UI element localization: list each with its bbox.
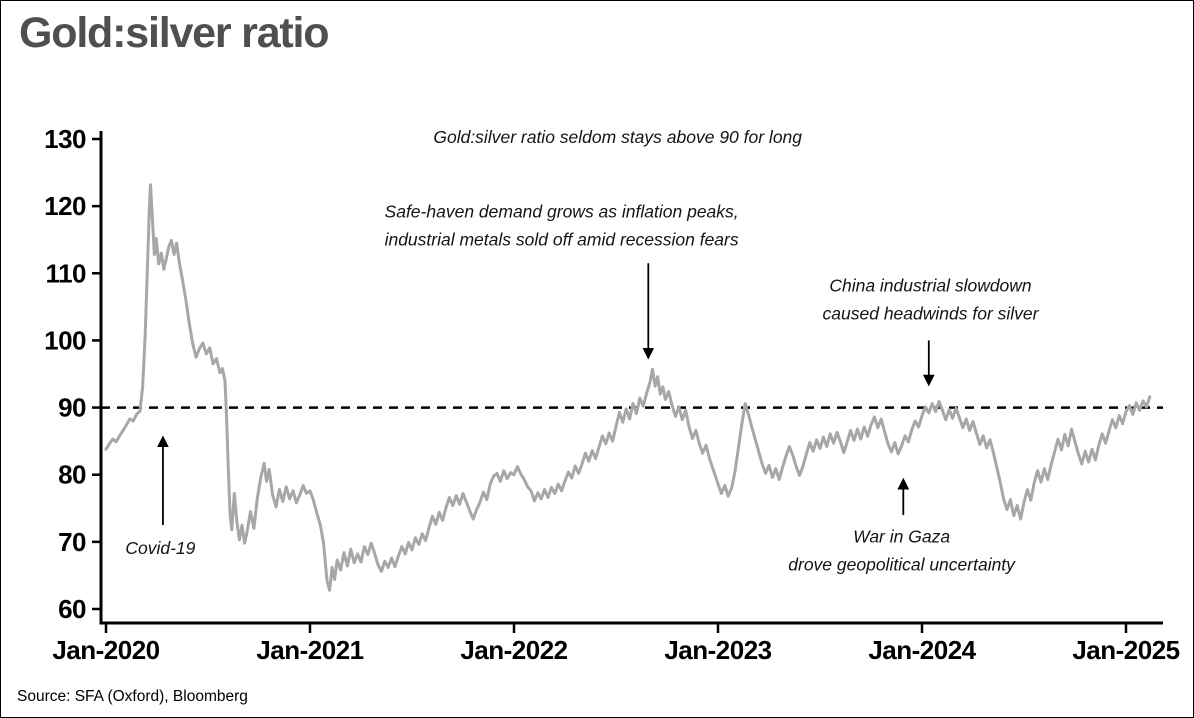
x-axis-tick-label: Jan-2021 — [256, 635, 363, 665]
y-axis-tick-label: 100 — [44, 325, 86, 355]
chart-title: Gold:silver ratio — [19, 9, 330, 57]
y-axis-tick-label: 90 — [58, 393, 86, 423]
x-axis-tick-label: Jan-2024 — [868, 635, 976, 665]
annotation-text-line: Gold:silver ratio seldom stays above 90 … — [433, 126, 803, 147]
x-axis-tick-label: Jan-2025 — [1072, 635, 1179, 665]
y-axis-tick-label: 120 — [44, 191, 86, 221]
y-axis-tick-label: 130 — [44, 124, 86, 154]
annotation-text-line: drove geopolitical uncertainty — [788, 554, 1015, 575]
y-axis-tick-label: 110 — [46, 258, 86, 288]
x-axis-tick-label: Jan-2022 — [460, 635, 567, 665]
x-axis-tick-label: Jan-2023 — [664, 635, 771, 665]
annotation-text-line: Safe-haven demand grows as inflation pea… — [384, 201, 739, 222]
y-axis-tick-label: 70 — [58, 527, 86, 557]
annotation-text-line: War in Gaza — [853, 526, 951, 547]
y-axis-tick-label: 80 — [58, 460, 86, 490]
annotation-china-slowdown: China industrial slowdown caused headwin… — [823, 273, 1039, 328]
annotation-covid19: Covid-19 — [125, 535, 195, 563]
x-axis-tick-label: Jan-2020 — [52, 635, 159, 665]
annotation-text-line: caused headwinds for silver — [822, 303, 1039, 324]
annotation-seldom-above-90: Gold:silver ratio seldom stays above 90 … — [433, 124, 802, 152]
annotation-safe-haven: Safe-haven demand grows as inflation pea… — [385, 199, 739, 254]
y-axis-tick-label: 60 — [58, 594, 86, 624]
annotation-war-gaza: War in Gaza drove geopolitical uncertain… — [788, 524, 1015, 579]
source-note: Source: SFA (Oxford), Bloomberg — [17, 688, 248, 705]
annotation-text-line: industrial metals sold off amid recessio… — [384, 229, 739, 250]
series-gold-silver-ratio — [104, 183, 1152, 592]
annotation-text-line: Covid-19 — [125, 537, 196, 558]
annotation-text-line: China industrial slowdown — [829, 275, 1032, 296]
